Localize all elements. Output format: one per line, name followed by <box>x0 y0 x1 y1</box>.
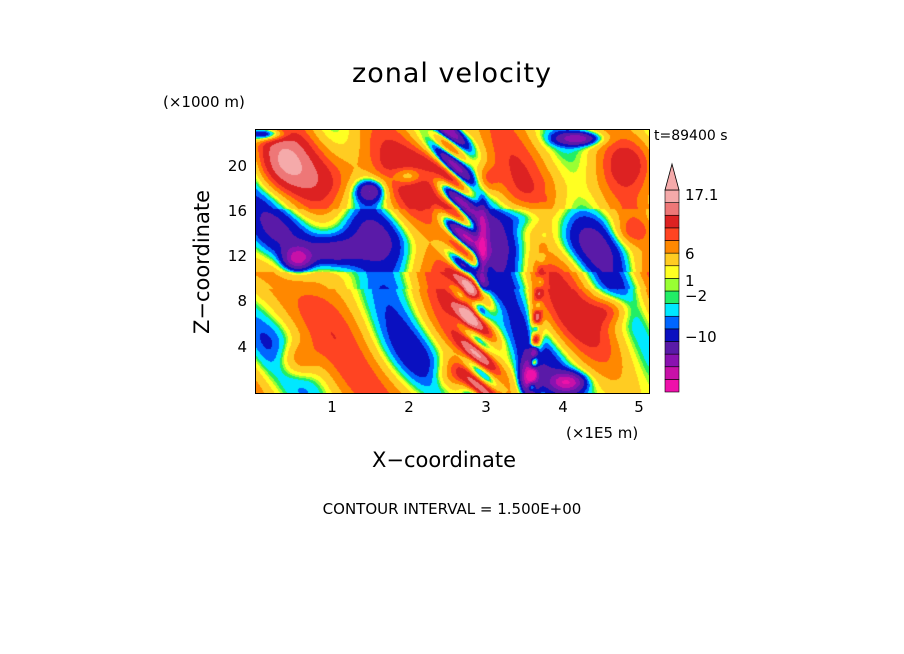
colorbar-swatch <box>664 341 680 355</box>
colorbar-swatch <box>664 328 680 342</box>
colorbar-swatch <box>664 379 680 393</box>
colorbar-swatch <box>664 315 680 330</box>
colorbar-swatch <box>664 353 680 368</box>
x-tick-label: 3 <box>481 398 491 416</box>
colorbar-swatch <box>664 265 680 279</box>
colorbar-swatch <box>664 202 680 216</box>
colorbar-swatch <box>664 252 680 267</box>
colorbar-swatch <box>664 189 680 203</box>
colorbar-label: 1 <box>685 272 695 290</box>
colorbar-swatch <box>664 290 680 304</box>
chart-title: zonal velocity <box>352 58 552 89</box>
colorbar-swatch <box>664 278 680 292</box>
x-axis-unit: (×1E5 m) <box>566 424 639 442</box>
time-label: t=89400 s <box>654 128 728 144</box>
x-tick-label: 2 <box>404 398 414 416</box>
contour-interval-note: CONTOUR INTERVAL = 1.500E+00 <box>322 500 582 518</box>
colorbar-max-arrow <box>664 162 680 191</box>
y-tick-label: 8 <box>237 292 247 310</box>
y-tick-label: 20 <box>227 157 247 175</box>
colorbar-swatch <box>664 214 680 229</box>
colorbar <box>664 162 680 393</box>
velocity-field-heatmap <box>256 130 649 393</box>
y-tick-label: 12 <box>227 247 247 265</box>
colorbar-label: 17.1 <box>685 186 719 204</box>
colorbar-label: 6 <box>685 245 695 263</box>
colorbar-swatch <box>664 303 680 317</box>
x-tick-label: 4 <box>558 398 568 416</box>
x-tick-label: 5 <box>634 398 644 416</box>
y-axis-unit: (×1000 m) <box>163 93 245 111</box>
colorbar-swatch <box>664 240 680 254</box>
x-tick-label: 1 <box>327 398 337 416</box>
colorbar-swatch <box>664 366 680 380</box>
y-axis-label: Z−coordinate <box>190 190 214 334</box>
plot-frame <box>255 129 650 394</box>
y-tick-label: 4 <box>237 338 247 356</box>
y-tick-label: 16 <box>227 202 247 220</box>
colorbar-swatch <box>664 227 680 241</box>
colorbar-label: −2 <box>685 287 708 305</box>
colorbar-label: −10 <box>685 328 717 346</box>
x-axis-label: X−coordinate <box>372 448 516 472</box>
